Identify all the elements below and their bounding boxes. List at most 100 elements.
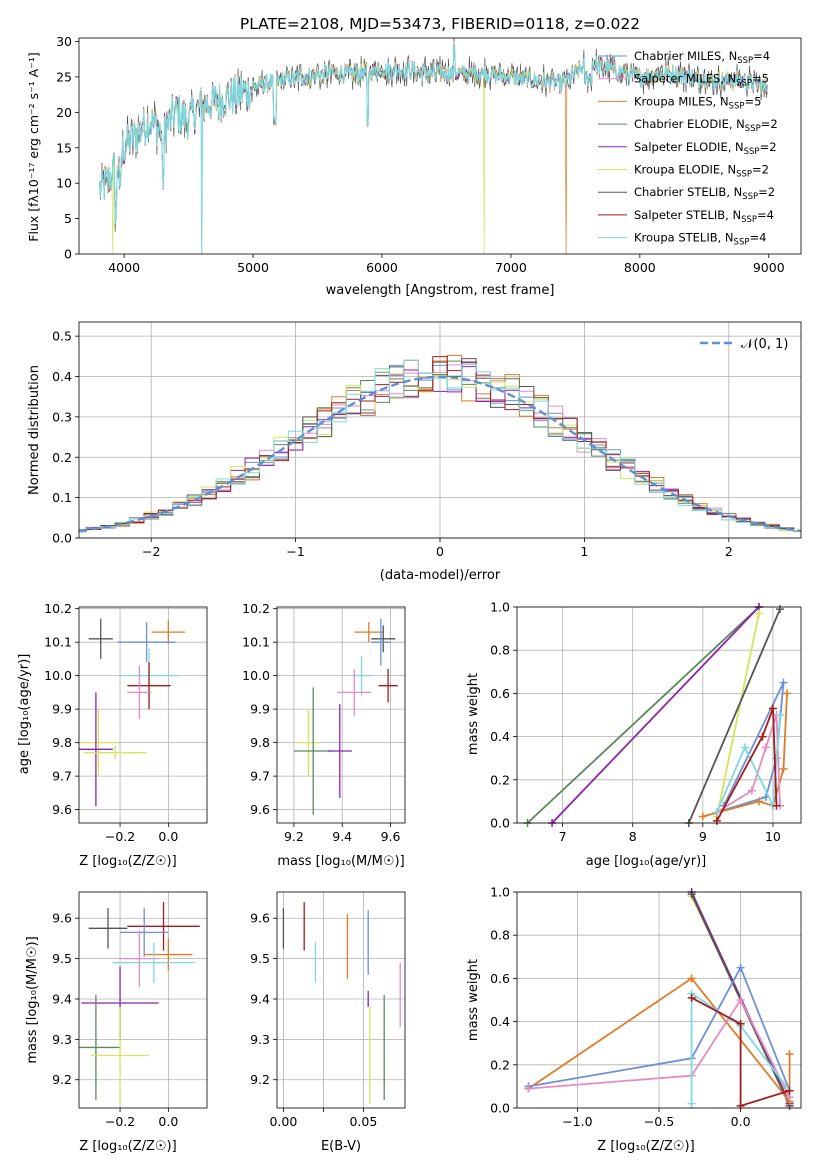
mwZ-ytick-label: 0.0 <box>490 1101 510 1116</box>
residual-panel: −2 −1 0 1 2 0.0 0.1 0.2 0.3 0.4 0.5 𝒩(0, 1) <box>52 321 802 559</box>
mwAge-marker <box>758 732 767 741</box>
ageM-ytick-label: 9.9 <box>250 702 270 717</box>
mass-vs-metallicity-panel: −0.2 0.0 9.2 9.3 9.4 9.5 9.6 <box>52 891 208 1129</box>
residual-xtick-label: −1 <box>286 544 304 559</box>
mwAge-xlabel: age [log₁₀(age/yr)] <box>586 854 707 869</box>
ageM-ytick-label: 9.8 <box>250 735 270 750</box>
spectrum-xtick-label: 7000 <box>495 260 527 275</box>
mwAge-marker <box>747 786 756 795</box>
mwAge-ytick-label: 1.0 <box>490 600 510 615</box>
mwZ-ytick-label: 0.8 <box>490 928 510 943</box>
mwZ-line-salpeter_miles <box>528 998 791 1098</box>
mwZ-marker <box>736 963 745 972</box>
ageZ-ylabel: age [log₁₀(age/yr)] <box>17 654 32 775</box>
mwAge-marker <box>782 689 791 698</box>
ageZ-frame <box>78 606 208 824</box>
spectrum-xtick-label: 4000 <box>108 260 140 275</box>
ageZ-ytick-label: 10.1 <box>44 635 72 650</box>
mwAge-line-chabrier_elodie <box>526 606 760 824</box>
massE-frame <box>276 891 406 1109</box>
residual-hist-chabrier_stelib <box>79 358 801 532</box>
mwAge-marker <box>775 711 784 719</box>
residual-ytick-label: 0.0 <box>52 531 72 546</box>
mass-weight-vs-metallicity-panel: −1.0 −0.5 0.0 0.0 0.2 0.4 0.6 0.8 1.0 <box>490 885 802 1129</box>
ageM-xlabel: mass [log₁₀(M/M☉)] <box>277 854 404 869</box>
legend-entry: Salpeter STELIB, NSSP=4 <box>634 208 774 225</box>
spectrum-ytick-label: 20 <box>56 105 72 120</box>
ageM-ytick-label: 9.7 <box>250 769 270 784</box>
mwZ-marker <box>785 1050 794 1058</box>
ageM-frame <box>276 606 406 824</box>
mwAge-ytick-label: 0.0 <box>490 816 510 831</box>
residual-xtick-label: 0 <box>436 544 444 559</box>
residual-hist-chabrier_elodie <box>79 360 801 532</box>
ageM-ytick-label: 9.6 <box>250 802 270 817</box>
massZ-ytick-label: 9.2 <box>52 1072 72 1087</box>
spectrum-legend: Chabrier MILES, NSSP=4 Salpeter MILES, NS… <box>598 49 778 248</box>
mwZ-xtick-label: −1.0 <box>562 1114 592 1129</box>
spectrum-ytick-label: 25 <box>56 69 72 84</box>
mwAge-xtick-label: 7 <box>559 829 567 844</box>
mwAge-frame <box>516 606 802 824</box>
legend-entry: Salpeter ELODIE, NSSP=2 <box>634 140 777 157</box>
spectrum-ytick-label: 15 <box>56 140 72 155</box>
residual-xlabel: (data-model)/error <box>380 568 501 583</box>
mwZ-frame <box>516 891 802 1109</box>
spectrum-frame <box>78 37 802 255</box>
residual-xtick-label: 1 <box>580 544 588 559</box>
mwAge-marker <box>740 743 749 752</box>
residual-xtick-label: −2 <box>142 544 160 559</box>
spectrum-xtick-label: 6000 <box>366 260 398 275</box>
ageM-ytick-label: 10.2 <box>242 601 270 616</box>
mwAge-marker <box>772 801 781 810</box>
massE-ytick-label: 9.4 <box>250 991 270 1006</box>
residual-ytick-label: 0.4 <box>52 369 72 384</box>
mwAge-line-kroupa_elodie <box>716 613 760 817</box>
massE-xlabel: E(B-V) <box>321 1139 361 1154</box>
residual-frame <box>78 321 802 539</box>
massE-xtick-label: 0.05 <box>349 1114 377 1129</box>
spectrum-ytick-label: 5 <box>64 211 72 226</box>
mwAge-xtick-label: 9 <box>699 829 707 844</box>
massE-ytick-label: 9.3 <box>250 1032 270 1047</box>
massE-ytick-label: 9.6 <box>250 911 270 926</box>
ageM-xtick-label: 9.6 <box>381 829 401 844</box>
residual-ytick-label: 0.5 <box>52 329 72 344</box>
mass-weight-vs-age-panel: 7 8 9 10 0.0 0.2 0.4 0.6 0.8 1.0 <box>490 600 802 844</box>
ageZ-ytick-label: 9.9 <box>52 702 72 717</box>
legend-entry: Kroupa STELIB, NSSP=4 <box>634 231 766 248</box>
mwAge-ytick-label: 0.4 <box>490 729 510 744</box>
mwAge-line-kroupa_stelib <box>716 714 781 813</box>
ageZ-ytick-label: 9.8 <box>52 735 72 750</box>
mwZ-ytick-label: 1.0 <box>490 885 510 900</box>
mwAge-line-salpeter_elodie <box>551 606 760 824</box>
massZ-ytick-label: 9.5 <box>52 951 72 966</box>
residual-ytick-label: 0.1 <box>52 490 72 505</box>
mwZ-line-salpeter_stelib <box>691 997 790 1108</box>
mwZ-marker <box>687 1099 696 1108</box>
mwAge-ytick-label: 0.2 <box>490 772 510 787</box>
massE-ytick-label: 9.5 <box>250 951 270 966</box>
ageM-ytick-label: 10.1 <box>242 635 270 650</box>
age-vs-metallicity-panel: −0.2 0.0 9.6 9.7 9.8 9.9 10.0 10.1 10.2 <box>44 601 208 844</box>
massZ-ytick-label: 9.4 <box>52 991 72 1006</box>
age-vs-mass-panel: 9.2 9.4 9.6 9.6 9.7 9.8 9.9 10.0 10.1 10.2 <box>242 601 406 844</box>
ageZ-ytick-label: 9.7 <box>52 769 72 784</box>
gaussian-curve <box>79 375 801 533</box>
ageZ-xtick-label: −0.2 <box>105 829 135 844</box>
ageZ-ytick-label: 10.2 <box>44 601 72 616</box>
mwAge-marker <box>775 605 784 614</box>
residual-hist-salpeter_stelib <box>79 356 801 532</box>
massE-xtick-label: 0.00 <box>269 1114 297 1129</box>
mwZ-marker <box>524 1084 533 1093</box>
mwZ-marker <box>736 1019 745 1028</box>
ageM-xtick-label: 9.2 <box>284 829 304 844</box>
ageM-xtick-label: 9.4 <box>332 829 352 844</box>
residual-legend-entry: 𝒩(0, 1) <box>741 337 788 352</box>
massZ-frame <box>78 891 208 1109</box>
residual-ylabel: Normed distribution <box>27 365 42 495</box>
mwAge-marker <box>768 704 777 713</box>
legend-entry: Kroupa MILES, NSSP=5 <box>634 94 761 111</box>
legend-entry: Chabrier ELODIE, NSSP=2 <box>634 117 778 134</box>
mwZ-xtick-label: −0.5 <box>644 1114 674 1129</box>
